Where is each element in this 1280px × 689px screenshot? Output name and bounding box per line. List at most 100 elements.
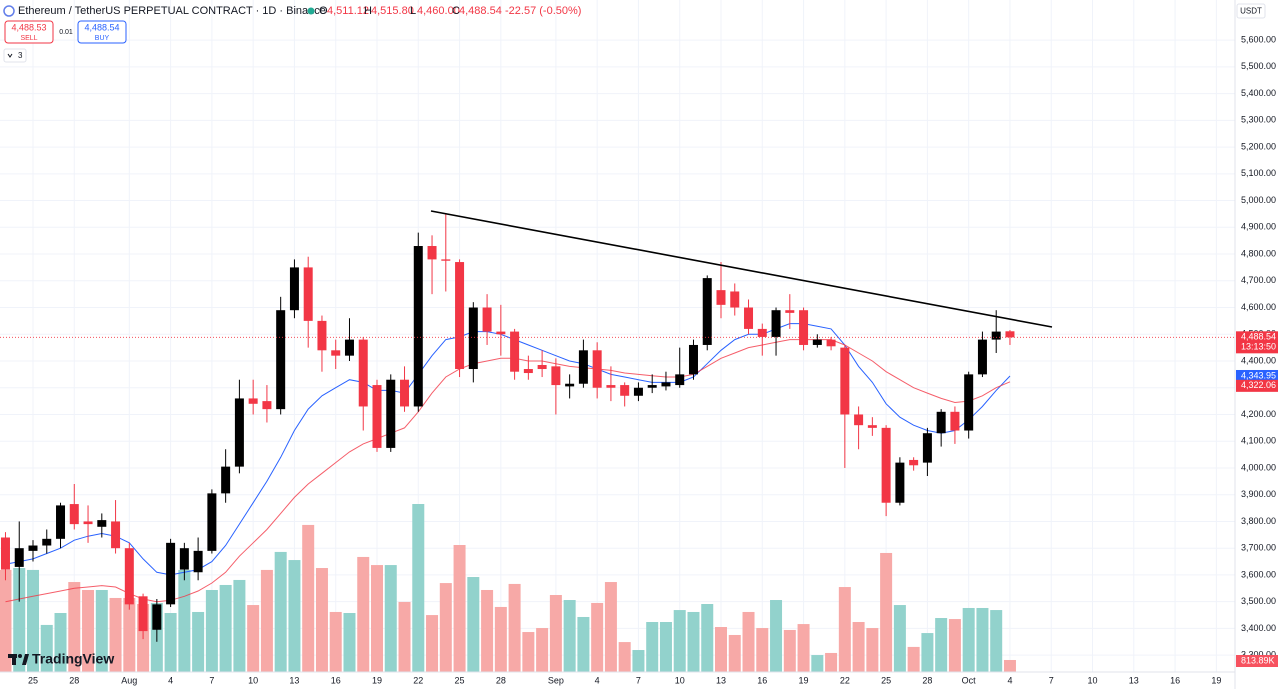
candle-body bbox=[317, 320, 327, 351]
volume-bar bbox=[632, 650, 645, 672]
y-tick-label: 4,100.00 bbox=[1241, 436, 1276, 446]
candle-body bbox=[675, 374, 685, 386]
volume-bar bbox=[329, 611, 342, 672]
sell-label[interactable]: SELL bbox=[20, 35, 37, 42]
candle-body bbox=[523, 369, 533, 374]
spread: 0.01 bbox=[59, 29, 73, 36]
candle-body bbox=[716, 290, 726, 305]
volume-bar bbox=[591, 602, 604, 672]
logo: TradingView bbox=[8, 651, 114, 667]
indicators-count[interactable]: 3 bbox=[18, 51, 23, 60]
candle-body bbox=[964, 374, 974, 431]
volume-bar bbox=[604, 582, 617, 672]
l-value: 4,460.00 bbox=[417, 5, 460, 17]
indicators-toggle[interactable]: 3 bbox=[3, 48, 27, 63]
volume-bar bbox=[481, 589, 494, 672]
chevron[interactable] bbox=[7, 53, 13, 58]
candle-body bbox=[812, 339, 822, 345]
x-tick-label: 19 bbox=[372, 675, 382, 685]
logo-mark bbox=[12, 654, 16, 665]
volume-bar bbox=[825, 652, 838, 672]
candle-body bbox=[496, 331, 506, 335]
candle-body bbox=[633, 387, 643, 396]
volume-bar bbox=[880, 552, 893, 672]
volume-bar bbox=[357, 556, 370, 672]
candle-body bbox=[97, 520, 107, 527]
ma-layer bbox=[5, 323, 1011, 603]
volume-bar bbox=[205, 589, 218, 672]
volume-bar bbox=[164, 613, 177, 672]
volume-bar bbox=[962, 607, 975, 672]
buy-price[interactable]: 4,488.54 bbox=[84, 22, 119, 32]
volume-bar bbox=[673, 610, 686, 672]
x-tick-label: 22 bbox=[840, 675, 850, 685]
volume-bar bbox=[990, 610, 1003, 672]
currency[interactable]: USDT bbox=[1240, 7, 1262, 16]
candle-body bbox=[42, 538, 52, 546]
l-label: L bbox=[410, 5, 416, 17]
y-tick-label: 4,700.00 bbox=[1241, 275, 1276, 285]
ma-label-box bbox=[1236, 369, 1278, 382]
status-dot bbox=[307, 7, 315, 15]
last-price-box bbox=[1236, 331, 1278, 354]
volume-bar bbox=[398, 601, 411, 672]
volume-bar bbox=[811, 655, 824, 672]
candle-body bbox=[785, 310, 795, 313]
candle-body bbox=[909, 459, 919, 466]
volume-bar bbox=[948, 619, 961, 672]
x-tick-label: 7 bbox=[636, 675, 641, 685]
x-tick-label: 25 bbox=[28, 675, 38, 685]
buy-label[interactable]: BUY bbox=[95, 35, 110, 42]
x-tick-label: 4 bbox=[168, 675, 173, 685]
x-tick-label: 25 bbox=[455, 675, 465, 685]
candle-body bbox=[83, 521, 93, 525]
volume-bar bbox=[426, 615, 439, 672]
sell-button[interactable]: 4,488.53 SELL bbox=[4, 20, 54, 44]
y-tick-label: 4,800.00 bbox=[1241, 248, 1276, 258]
buy-button[interactable]: 4,488.54 BUY bbox=[77, 20, 127, 44]
candle-body bbox=[386, 379, 396, 448]
y-tick-label: 5,600.00 bbox=[1241, 34, 1276, 44]
candle-body bbox=[991, 331, 1001, 340]
volume-bar bbox=[893, 605, 906, 672]
y-tick-label: 3,300.00 bbox=[1241, 650, 1276, 660]
volume-bar bbox=[618, 642, 631, 672]
y-tick-label: 5,200.00 bbox=[1241, 141, 1276, 151]
candle-body bbox=[234, 398, 244, 467]
volume-bar bbox=[453, 545, 466, 672]
volume-bar bbox=[260, 569, 273, 672]
volume-bar bbox=[659, 621, 672, 672]
countdown: 13:13:50 bbox=[1241, 342, 1276, 352]
candle-body bbox=[276, 310, 286, 410]
volume-bar bbox=[852, 621, 865, 672]
volume-bar bbox=[577, 616, 590, 672]
y-tick-label: 4,000.00 bbox=[1241, 462, 1276, 472]
candle-body bbox=[303, 267, 313, 321]
label-layer: 3,300.00 3,400.00 3,500.00 3,600.00 3,700.00… bbox=[0, 34, 1278, 685]
candle-body bbox=[413, 246, 423, 407]
currency-box[interactable] bbox=[1236, 3, 1266, 19]
o-label: O bbox=[319, 5, 328, 17]
y-tick-label: 4,900.00 bbox=[1241, 222, 1276, 232]
buy-box[interactable] bbox=[77, 20, 127, 44]
x-tick-label: 10 bbox=[675, 675, 685, 685]
candle-body bbox=[826, 339, 836, 347]
candle-body bbox=[757, 328, 767, 337]
volume-bar bbox=[412, 504, 425, 672]
y-tick-label: 5,000.00 bbox=[1241, 195, 1276, 205]
candle-body bbox=[207, 493, 217, 551]
sell-price[interactable]: 4,488.53 bbox=[11, 22, 46, 32]
volume-bar bbox=[866, 628, 879, 672]
candle-body bbox=[28, 545, 38, 551]
sell-box[interactable] bbox=[4, 20, 54, 44]
x-tick-label: 16 bbox=[331, 675, 341, 685]
x-tick-label: 25 bbox=[881, 675, 891, 685]
indicators-box[interactable] bbox=[3, 48, 27, 63]
logo-mark bbox=[18, 654, 22, 658]
currency-button[interactable]: USDT bbox=[1236, 3, 1266, 19]
h-value: 4,515.80 bbox=[371, 5, 414, 17]
volume-bar bbox=[783, 629, 796, 672]
